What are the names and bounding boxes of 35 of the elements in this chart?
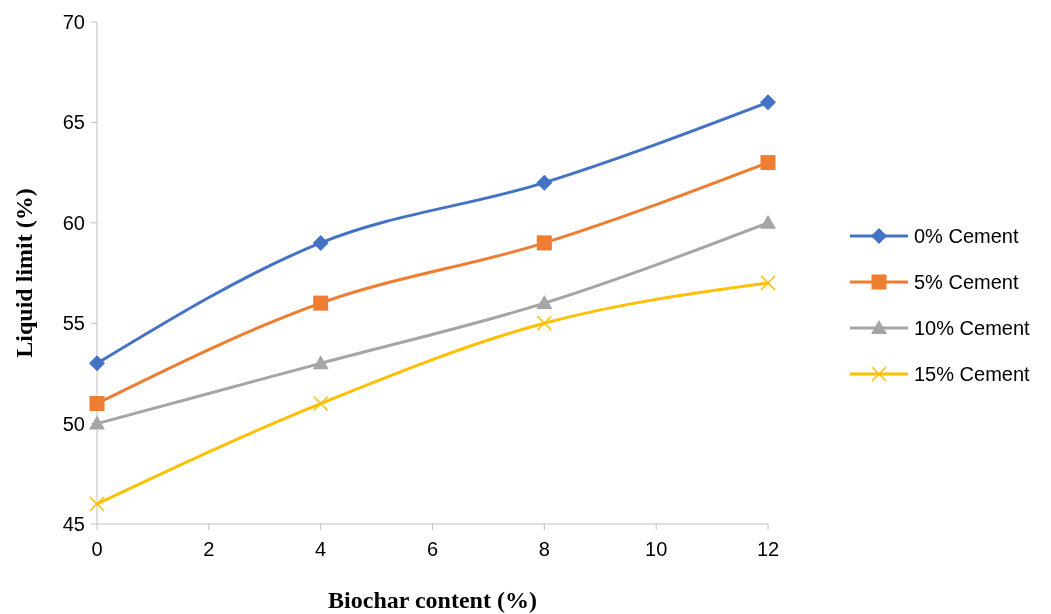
x-tick-label: 4 [315, 538, 327, 560]
point [89, 415, 105, 430]
point [760, 155, 776, 171]
point [89, 355, 105, 372]
legend-label: 5% Cement [914, 271, 1019, 293]
point [760, 275, 776, 291]
point [536, 174, 553, 191]
y-tick-label: 65 [62, 111, 85, 134]
y-tick-label: 50 [62, 412, 85, 435]
x-tick-label: 12 [756, 538, 780, 560]
point [760, 214, 776, 229]
x-axis-title: Biochar content (%) [328, 587, 537, 613]
point [313, 295, 329, 311]
y-axis-title: Liquid limit (%) [11, 188, 37, 358]
point [312, 395, 329, 412]
legend-label: 15% Cement [914, 363, 1031, 385]
point [312, 355, 329, 370]
point [89, 396, 105, 412]
point [760, 94, 776, 111]
y-tick-label: 70 [62, 11, 85, 33]
point [536, 315, 553, 331]
y-tick-label: 45 [62, 513, 85, 535]
point [536, 235, 552, 251]
y-tick-label: 60 [62, 211, 85, 234]
x-tick-label: 8 [538, 538, 550, 560]
y-tick-label: 55 [62, 312, 85, 335]
legend-label: 0% Cement [914, 225, 1019, 247]
x-tick-label: 2 [203, 538, 215, 560]
point [536, 295, 553, 310]
x-tick-label: 0 [91, 538, 103, 560]
point [312, 234, 329, 251]
legend-label: 10% Cement [914, 317, 1031, 339]
x-tick-label: 6 [426, 538, 439, 560]
x-tick-label: 10 [645, 538, 668, 560]
point [89, 496, 105, 512]
